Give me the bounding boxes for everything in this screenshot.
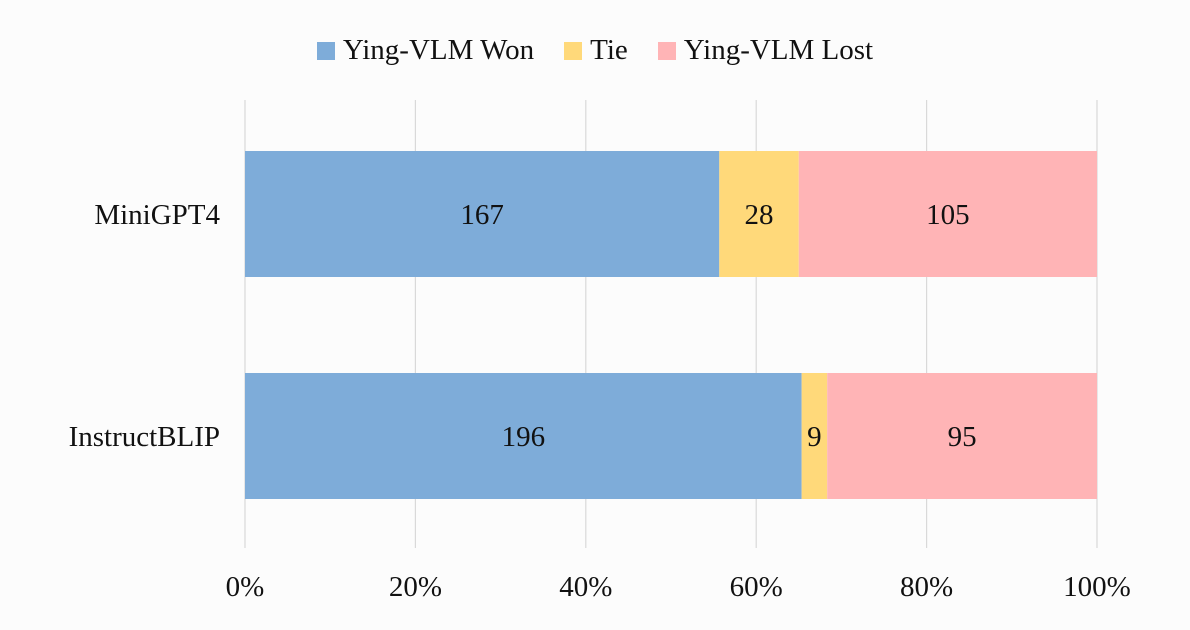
x-tick-label: 20% [389, 571, 442, 603]
legend-swatch [657, 41, 676, 60]
bar-segment [798, 151, 1097, 277]
bar-segment [245, 151, 720, 277]
x-tick-label: 0% [226, 571, 265, 603]
legend-item: Ying-VLM Lost [657, 34, 874, 67]
data-label: 9 [807, 421, 822, 453]
legend-item: Ying-VLM Won [316, 34, 535, 67]
legend-label: Tie [590, 34, 628, 66]
legend-label: Ying-VLM Won [342, 34, 535, 66]
data-label: 167 [460, 199, 504, 231]
bar-segment [801, 373, 828, 499]
legend-swatch [316, 41, 335, 60]
x-tick-label: 60% [730, 571, 783, 603]
data-label: 196 [502, 421, 546, 453]
bar-segment [245, 373, 802, 499]
data-label: 28 [745, 199, 774, 231]
bar-segment [827, 373, 1097, 499]
legend-label: Ying-VLM Lost [683, 34, 874, 66]
x-tick-label: 80% [900, 571, 953, 603]
x-tick-label: 100% [1063, 571, 1131, 603]
chart-legend: Ying-VLM Won Tie Ying-VLM Lost [0, 34, 1190, 67]
legend-swatch [564, 41, 583, 60]
data-label: 95 [948, 421, 977, 453]
legend-item: Tie [564, 34, 628, 67]
category-label: InstructBLIP [69, 421, 220, 453]
bar-segment [719, 151, 799, 277]
category-label: MiniGPT4 [94, 199, 220, 231]
x-tick-label: 40% [559, 571, 612, 603]
data-label: 105 [926, 199, 970, 231]
